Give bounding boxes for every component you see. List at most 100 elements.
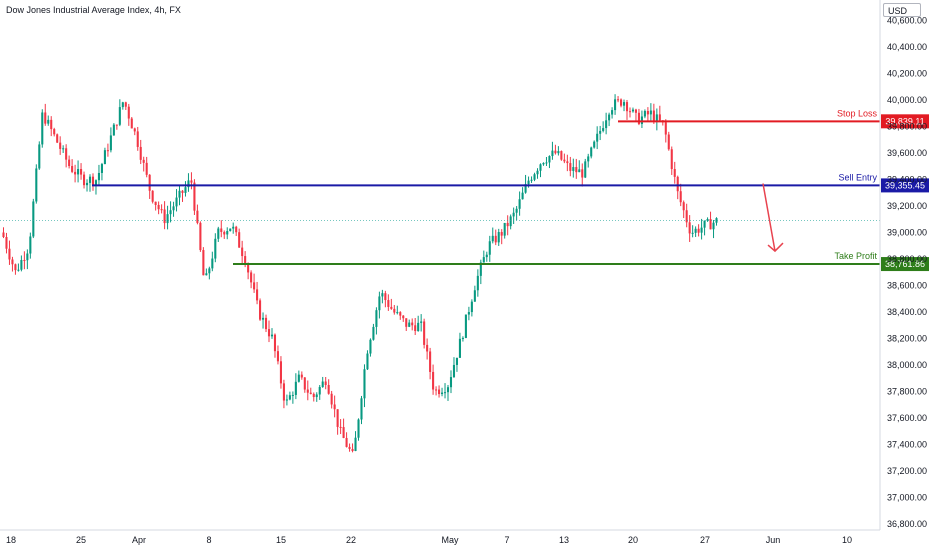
price-tick-label: 40,200.00 <box>887 69 927 79</box>
candle-body <box>321 381 324 387</box>
candle-body <box>643 110 646 117</box>
price-tick-label: 38,000.00 <box>887 360 927 370</box>
level-price-tag <box>881 178 929 193</box>
time-tick-label: 27 <box>700 535 710 545</box>
candle-body <box>500 232 503 236</box>
candle-body <box>608 114 611 121</box>
candle-body <box>679 191 682 203</box>
candle-body <box>20 259 23 270</box>
candle-body <box>294 381 297 395</box>
candle-body <box>619 99 623 106</box>
candle-body <box>103 150 106 165</box>
candle-body <box>446 387 450 393</box>
candle-body <box>217 228 220 239</box>
candle-body <box>703 220 706 228</box>
candle-body <box>229 228 232 232</box>
candle-body <box>563 159 566 162</box>
candle-body <box>315 394 318 398</box>
candle-body <box>26 253 29 261</box>
candle-body <box>71 166 74 172</box>
candle-body <box>345 437 348 447</box>
candle-body <box>29 236 32 254</box>
candle-body <box>196 210 199 223</box>
candle-body <box>232 226 235 229</box>
candle-body <box>521 192 524 200</box>
candle-body <box>2 232 5 238</box>
candle-body <box>166 214 169 224</box>
time-tick-label: Apr <box>132 535 146 545</box>
candle-body <box>614 99 617 111</box>
candle-body <box>435 389 438 391</box>
candle-body <box>88 176 92 183</box>
candle-body <box>700 227 703 233</box>
candle-body <box>106 150 109 152</box>
time-axis: 18 25 Apr 8 15 22 May 7 13 20 27 Jun 10 <box>6 535 852 545</box>
currency-selector[interactable]: USD <box>883 3 921 17</box>
candle-body <box>509 216 512 227</box>
trade-levels: Stop Loss 39,839.11 Sell Entry 39,355.45 Tak… <box>92 108 929 272</box>
time-tick-label: 20 <box>628 535 638 545</box>
price-tick-label: 40,600.00 <box>887 16 927 26</box>
candle-body <box>449 377 453 388</box>
candle-body <box>646 110 649 115</box>
candle-body <box>351 448 354 452</box>
candle-body <box>485 254 488 258</box>
candle-body <box>74 171 77 175</box>
candle-body <box>572 167 575 171</box>
chart-title: Dow Jones Industrial Average Index, 4h, … <box>6 5 181 15</box>
candle-body <box>53 129 56 135</box>
price-tick-label: 37,800.00 <box>887 387 927 397</box>
candle-body <box>706 219 709 221</box>
candle-body <box>515 208 518 213</box>
candle-body <box>452 364 456 378</box>
price-tick-label: 37,600.00 <box>887 413 927 423</box>
candle-body <box>80 169 83 175</box>
candle-body <box>414 325 417 332</box>
candle-body <box>82 174 86 186</box>
candle-body <box>273 334 277 352</box>
candle-body <box>5 237 8 249</box>
candle-body <box>429 351 432 372</box>
candle-body <box>148 174 151 191</box>
candle-body <box>590 147 593 157</box>
candle-body <box>426 344 429 352</box>
candle-body <box>566 161 569 164</box>
candle-body <box>652 110 655 122</box>
candle-body <box>548 156 551 163</box>
candle-body <box>473 290 476 302</box>
candle-body <box>59 142 62 149</box>
candle-body <box>121 102 124 108</box>
candle-body <box>512 212 515 217</box>
level-price-value: 39,839.11 <box>885 116 924 126</box>
candle-body <box>432 371 435 390</box>
time-tick-label: 22 <box>346 535 356 545</box>
price-tick-label: 40,400.00 <box>887 42 927 52</box>
candle-body <box>697 228 700 233</box>
candle-body <box>363 369 366 399</box>
candle-body <box>611 110 614 115</box>
level-label: Sell Entry <box>838 172 877 182</box>
candle-body <box>282 383 285 401</box>
price-tick-label: 36,800.00 <box>887 519 927 529</box>
candle-body <box>184 187 187 193</box>
candle-body <box>100 164 103 173</box>
candle-body <box>250 272 253 283</box>
candle-body <box>372 326 375 340</box>
candle-body <box>461 337 464 339</box>
candle-body <box>300 374 303 378</box>
price-tick-label: 37,400.00 <box>887 440 927 450</box>
candle-body <box>467 312 470 315</box>
candle-body <box>524 184 527 193</box>
candle-body <box>193 182 196 211</box>
candle-body <box>187 180 190 188</box>
time-tick-label: 10 <box>842 535 852 545</box>
candle-body <box>360 398 363 420</box>
price-tick-label: 38,200.00 <box>887 334 927 344</box>
candle-body <box>685 210 688 223</box>
candle-body <box>670 149 673 170</box>
candle-body <box>199 222 202 251</box>
candle-body <box>378 296 381 311</box>
candle-body <box>142 159 145 163</box>
candle-body <box>712 222 715 230</box>
